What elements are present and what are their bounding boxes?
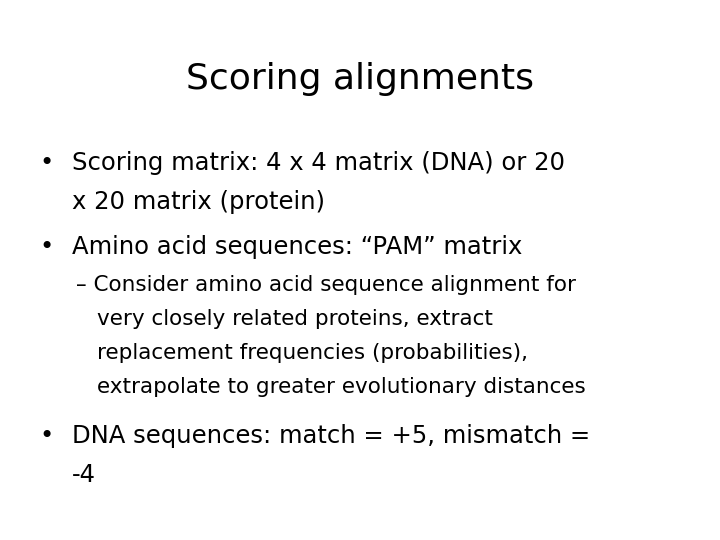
Text: Scoring matrix: 4 x 4 matrix (DNA) or 20: Scoring matrix: 4 x 4 matrix (DNA) or 20 (72, 151, 565, 175)
Text: •: • (40, 151, 54, 175)
Text: very closely related proteins, extract: very closely related proteins, extract (97, 309, 493, 329)
Text: x 20 matrix (protein): x 20 matrix (protein) (72, 190, 325, 214)
Text: extrapolate to greater evolutionary distances: extrapolate to greater evolutionary dist… (97, 377, 586, 397)
Text: -4: -4 (72, 463, 96, 487)
Text: Amino acid sequences: “PAM” matrix: Amino acid sequences: “PAM” matrix (72, 235, 523, 259)
Text: •: • (40, 235, 54, 259)
Text: replacement frequencies (probabilities),: replacement frequencies (probabilities), (97, 343, 528, 363)
Text: DNA sequences: match = +5, mismatch =: DNA sequences: match = +5, mismatch = (72, 424, 590, 448)
Text: – Consider amino acid sequence alignment for: – Consider amino acid sequence alignment… (76, 275, 575, 295)
Text: •: • (40, 424, 54, 448)
Text: Scoring alignments: Scoring alignments (186, 62, 534, 96)
